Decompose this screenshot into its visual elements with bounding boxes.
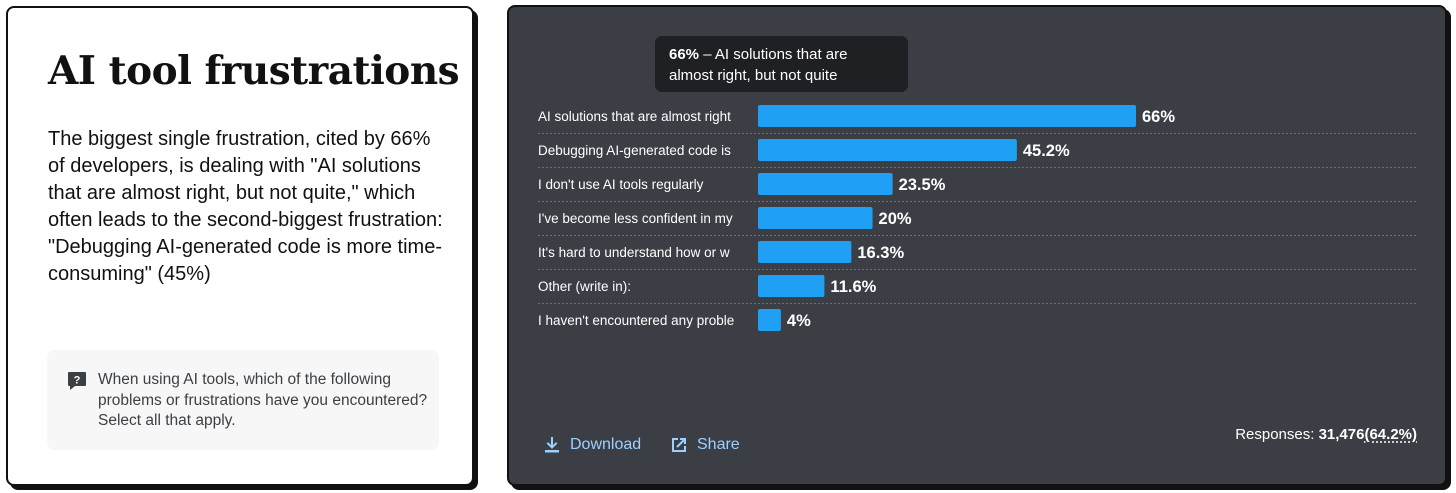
value-label: 66% <box>1142 108 1175 126</box>
question-icon: ? <box>68 372 86 390</box>
download-icon <box>545 436 559 452</box>
page-title: AI tool frustrations <box>48 48 460 94</box>
category-label: I don't use AI tools regularly <box>538 177 704 192</box>
share-icon <box>672 438 686 452</box>
description-text: The biggest single frustration, cited by… <box>48 128 443 285</box>
value-label: 20% <box>879 210 912 228</box>
responses-label: Responses: <box>1235 426 1319 443</box>
download-button[interactable]: Download <box>544 434 641 456</box>
responses-count: 31,476 <box>1318 426 1365 443</box>
value-label: 23.5% <box>899 176 946 194</box>
responses-summary: Responses: 31,476(64.2%) <box>1235 426 1417 443</box>
bar[interactable] <box>758 309 781 331</box>
chart-card: AI solutions that are almost right 66% Deb… <box>507 5 1447 486</box>
value-label: 16.3% <box>857 244 904 262</box>
bar[interactable] <box>758 105 1136 127</box>
category-label: AI solutions that are almost right <box>538 109 731 124</box>
info-card: AI tool frustrations The biggest single … <box>6 6 474 486</box>
bar-chart: AI solutions that are almost right 66% Deb… <box>538 105 1417 331</box>
category-label: I've become less confident in my <box>538 211 733 226</box>
survey-question-box: ? When using AI tools, which of the foll… <box>47 350 439 450</box>
bar[interactable] <box>758 241 852 263</box>
tooltip-text: – AI solutions that are almost right, bu… <box>669 46 848 84</box>
tooltip-value: 66% <box>669 46 700 63</box>
share-label: Share <box>697 436 740 453</box>
category-label: Debugging AI-generated code is <box>538 143 731 158</box>
category-label: It's hard to understand how or w <box>538 245 730 260</box>
bar[interactable] <box>758 207 873 229</box>
value-label: 11.6% <box>830 278 876 296</box>
bar[interactable] <box>758 139 1017 161</box>
svg-text:?: ? <box>74 375 81 387</box>
share-button[interactable]: Share <box>671 434 740 456</box>
value-label: 45.2% <box>1023 142 1070 160</box>
survey-question-text: When using AI tools, which of the follow… <box>98 371 428 429</box>
chart-tooltip: 66% – AI solutions that are almost right… <box>655 36 908 92</box>
download-label: Download <box>570 436 642 453</box>
category-label: Other (write in): <box>538 279 631 294</box>
responses-percent[interactable]: (64.2%) <box>1364 426 1417 443</box>
bar[interactable] <box>758 275 825 297</box>
bar[interactable] <box>758 173 893 195</box>
category-label: I haven't encountered any proble <box>538 313 734 328</box>
value-label: 4% <box>787 312 811 330</box>
